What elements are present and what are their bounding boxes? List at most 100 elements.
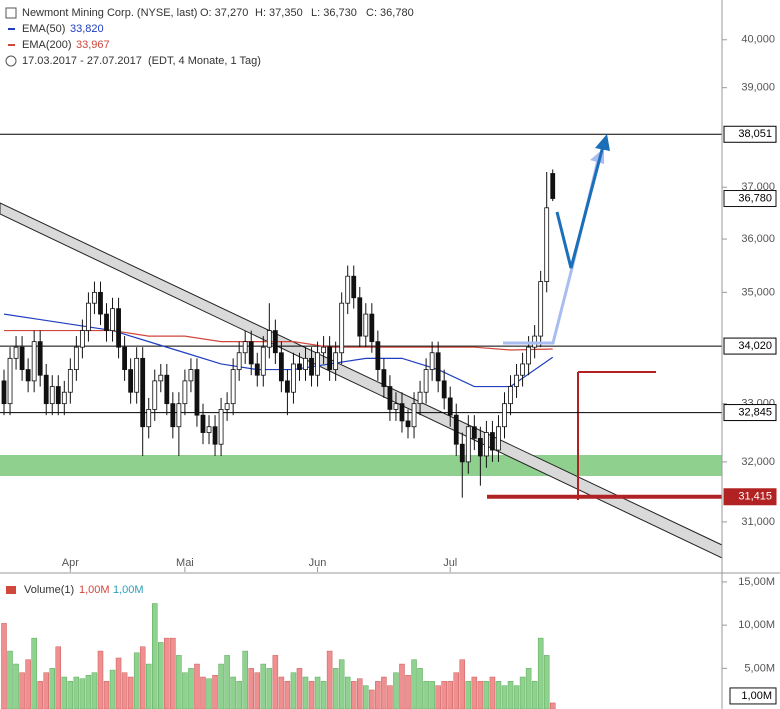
- candle-body: [242, 341, 248, 354]
- y-tick-label: 15,00M: [738, 576, 775, 588]
- candle-body: [73, 346, 79, 370]
- volume-bar: [423, 681, 429, 709]
- volume-bar: [501, 685, 508, 709]
- candle-body: [140, 357, 146, 428]
- volume-bar: [411, 659, 417, 709]
- volume-bar: [164, 637, 170, 709]
- level-label-box: [723, 488, 777, 506]
- volume-bar: [103, 681, 110, 709]
- volume-bar: [61, 676, 68, 709]
- volume-bar: [344, 676, 351, 709]
- candle-body: [146, 408, 152, 428]
- candle-body: [134, 357, 140, 393]
- candle-body: [67, 369, 73, 393]
- volume-bar: [43, 672, 49, 709]
- legend-name: EMA(200): [22, 39, 72, 51]
- volume-bar: [471, 676, 478, 709]
- candle-body: [387, 386, 393, 410]
- candle-body: [363, 313, 369, 337]
- candle-body: [194, 369, 200, 416]
- candle-body: [393, 403, 399, 410]
- candle-body: [79, 330, 85, 348]
- candle-body: [236, 352, 242, 370]
- x-tick-label: Apr: [62, 557, 79, 569]
- candle-body: [55, 386, 61, 405]
- volume-bar: [188, 668, 194, 709]
- volume-bar: [266, 668, 273, 709]
- volume-bar: [399, 663, 405, 709]
- volume-bar: [121, 672, 128, 709]
- period-note: (EDT, 4 Monate, 1 Tag): [148, 55, 261, 67]
- candle-body: [248, 341, 254, 365]
- volume-bar: [109, 669, 116, 709]
- volume-bar: [543, 655, 550, 709]
- header: Newmont Mining Corp. (NYSE, last) 17.03.…: [5, 7, 414, 67]
- candle-body: [441, 380, 447, 399]
- volume-bar: [206, 678, 212, 709]
- volume-bar: [537, 637, 544, 709]
- volume-bar: [248, 668, 254, 709]
- volume-bar: [465, 681, 472, 709]
- volume-bar: [115, 657, 122, 709]
- volume-bar: [489, 676, 496, 709]
- arrows: [503, 134, 610, 345]
- volume-bar: [525, 668, 532, 709]
- candle-body: [375, 341, 381, 370]
- support-zone: [0, 455, 722, 476]
- volume-bar: [483, 681, 490, 709]
- volume-bar: [79, 678, 86, 709]
- volume-bar: [49, 668, 55, 709]
- volume-bar: [381, 676, 387, 709]
- candle-body: [86, 302, 91, 331]
- candle-body: [435, 352, 441, 382]
- arrow-head: [595, 134, 610, 151]
- volume-bar: [224, 655, 230, 709]
- volume-bar: [260, 663, 267, 709]
- volume-bar: [158, 642, 164, 709]
- volume-bar: [507, 681, 514, 709]
- volume-bar: [254, 672, 261, 709]
- volume-bar: [127, 676, 134, 709]
- candle-body: [399, 403, 405, 422]
- volume-bar: [182, 672, 188, 709]
- candle-body: [7, 357, 13, 405]
- y-tick-label: 39,000: [741, 82, 775, 94]
- last-volume-box: [729, 687, 777, 705]
- volume-bar: [1, 623, 7, 709]
- volume-icon: [6, 586, 16, 594]
- volume-bar: [97, 650, 104, 709]
- candle-body: [538, 281, 544, 337]
- candle-body: [19, 346, 25, 370]
- candle-body: [381, 369, 387, 387]
- candle-body: [206, 426, 212, 433]
- candle-body: [122, 346, 127, 370]
- volume-bar: [133, 652, 140, 709]
- level-label: 31,415: [738, 491, 772, 503]
- volume-bar: [447, 681, 453, 709]
- volume-bar: [405, 675, 411, 709]
- candle-body: [37, 341, 43, 376]
- candle-body: [61, 391, 67, 405]
- candle-body: [291, 363, 296, 393]
- clock-icon: [5, 55, 17, 67]
- candle-body: [351, 275, 357, 299]
- candle-body: [309, 357, 314, 376]
- level-label-box: [723, 404, 777, 422]
- candle-body: [544, 207, 550, 282]
- level-label-box: [723, 125, 777, 143]
- candle-body: [285, 380, 290, 393]
- candle-body: [170, 403, 176, 428]
- volume-bar: [429, 681, 435, 709]
- volume-bar: [139, 646, 146, 709]
- candle-body: [339, 302, 345, 354]
- candle-body: [200, 414, 206, 433]
- drawings: [0, 202, 723, 559]
- volume-bar: [477, 681, 484, 709]
- volume-bar: [145, 663, 152, 709]
- candle-body: [104, 313, 109, 331]
- ohlc-value: H: 37,350: [255, 7, 303, 19]
- ohlc-value: C: 36,780: [366, 7, 414, 19]
- volume-bar: [176, 655, 182, 709]
